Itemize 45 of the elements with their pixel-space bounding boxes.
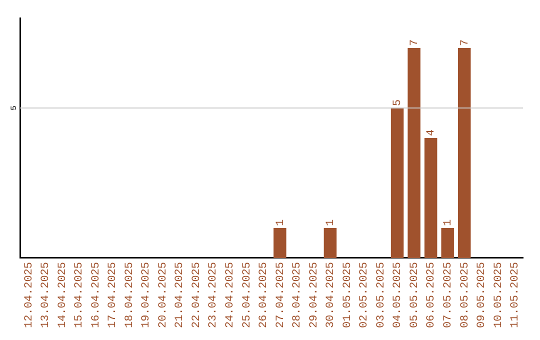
x-tick-label: 25.04.2025 xyxy=(241,262,254,328)
x-tick-label: 20.04.2025 xyxy=(157,262,170,328)
x-tick-label: 13.04.2025 xyxy=(40,262,52,328)
bar xyxy=(324,228,337,258)
x-tick-label: 02.05.2025 xyxy=(358,262,371,328)
x-tick-label: 04.05.2025 xyxy=(392,262,404,328)
x-tick-label: 07.05.2025 xyxy=(442,262,454,328)
x-tick-label: 27.04.2025 xyxy=(274,262,287,328)
x-tick-label: 29.04.2025 xyxy=(308,262,320,328)
x-tick-label: 09.05.2025 xyxy=(476,262,488,328)
x-tick-label: 17.04.2025 xyxy=(107,262,120,328)
x-tick-label: 14.04.2025 xyxy=(56,262,69,328)
bar xyxy=(274,228,286,258)
x-tick-label: 19.04.2025 xyxy=(140,262,153,328)
x-tick-label: 11.05.2025 xyxy=(510,262,522,328)
data-label: 1 xyxy=(442,218,454,226)
x-tick-label: 08.05.2025 xyxy=(459,262,472,328)
data-label: 4 xyxy=(426,128,438,136)
x-tick-label: 15.04.2025 xyxy=(74,262,86,328)
bar xyxy=(408,48,420,258)
x-tick-label: 24.04.2025 xyxy=(224,262,237,328)
x-tick-label: 21.04.2025 xyxy=(174,262,186,328)
bar xyxy=(424,138,438,258)
data-label: 7 xyxy=(459,39,472,46)
x-tick-label: 16.04.2025 xyxy=(90,262,102,328)
data-label: 7 xyxy=(408,39,421,46)
x-tick-label: 12.04.2025 xyxy=(23,262,36,328)
x-tick-label: 23.04.2025 xyxy=(208,262,220,328)
x-tick-label: 01.05.2025 xyxy=(342,262,354,328)
x-tick-label: 28.04.2025 xyxy=(292,262,304,328)
x-tick-label: 18.04.2025 xyxy=(124,262,136,328)
bar xyxy=(390,108,404,258)
bar xyxy=(458,48,471,258)
x-tick-label: 06.05.2025 xyxy=(426,262,438,328)
x-tick-label: 05.05.2025 xyxy=(408,262,421,328)
data-label: 5 xyxy=(392,99,404,106)
x-tick-label: 03.05.2025 xyxy=(375,262,388,328)
data-label: 1 xyxy=(274,218,287,226)
bar xyxy=(441,228,454,258)
x-tick-label: 26.04.2025 xyxy=(258,262,270,328)
x-tick-label: 30.04.2025 xyxy=(325,262,338,328)
ref-line-label: 5 xyxy=(10,105,20,110)
x-tick-label: 22.04.2025 xyxy=(190,262,203,328)
data-label: 1 xyxy=(325,218,338,226)
x-tick-label: 10.05.2025 xyxy=(492,262,505,328)
